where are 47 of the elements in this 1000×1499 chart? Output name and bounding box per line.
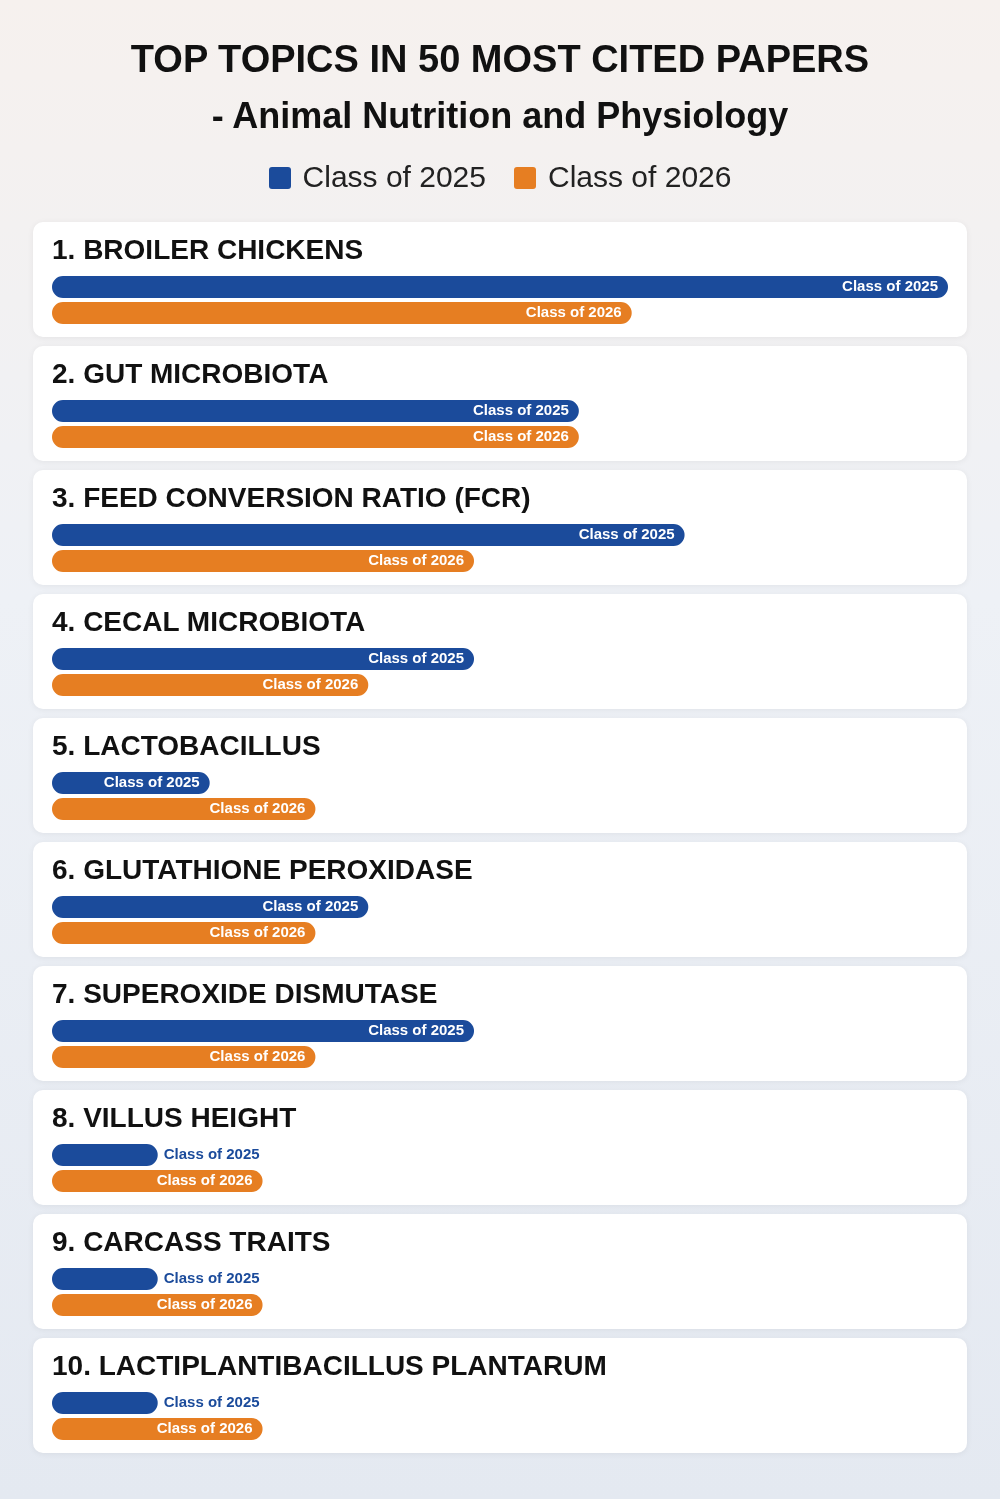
text: Class of 2026 bbox=[156, 1419, 253, 1437]
bar bbox=[52, 1392, 158, 1414]
bar bbox=[52, 674, 369, 696]
text: Class of 2025 bbox=[472, 401, 569, 419]
bar bbox=[52, 1144, 158, 1166]
legend-label: Class of 2025 bbox=[301, 160, 486, 194]
bar bbox=[52, 276, 948, 298]
text: Class of 2025 bbox=[103, 773, 200, 791]
y-tick-label: 7. SUPEROXIDE DISMUTASE bbox=[52, 977, 438, 1009]
text: Class of 2025 bbox=[163, 1269, 260, 1287]
text: Class of 2025 bbox=[368, 1021, 465, 1039]
y-tick-label: 8. VILLUS HEIGHT bbox=[52, 1101, 297, 1133]
text: Class of 2025 bbox=[842, 277, 938, 295]
text: Class of 2025 bbox=[163, 1145, 260, 1163]
chart-subtitle: - Animal Nutrition and Physiology bbox=[210, 95, 790, 137]
bar bbox=[52, 524, 685, 546]
y-tick-label: 4. CECAL MICROBIOTA bbox=[52, 605, 366, 637]
text: Class of 2026 bbox=[209, 1047, 306, 1065]
bar bbox=[52, 550, 475, 572]
y-tick-label: 3. FEED CONVERSION RATIO (FCR) bbox=[52, 481, 531, 513]
text: Class of 2026 bbox=[209, 923, 306, 941]
bar bbox=[52, 896, 369, 918]
text: Class of 2026 bbox=[525, 303, 622, 321]
text: Class of 2025 bbox=[578, 525, 675, 543]
y-tick-label: 10. LACTIPLANTIBACILLUS PLANTARUM bbox=[52, 1349, 607, 1381]
text: Class of 2026 bbox=[156, 1171, 253, 1189]
bar bbox=[52, 648, 475, 670]
y-tick-label: 1. BROILER CHICKENS bbox=[52, 233, 364, 265]
bar bbox=[52, 400, 579, 422]
y-tick-label: 6. GLUTATHIONE PEROXIDASE bbox=[52, 853, 473, 885]
text: Class of 2025 bbox=[262, 897, 359, 915]
text: Class of 2026 bbox=[368, 551, 465, 569]
bar bbox=[52, 1268, 158, 1290]
legend-label: Class of 2026 bbox=[547, 160, 732, 194]
bar bbox=[52, 302, 632, 324]
bar bbox=[52, 1020, 475, 1042]
text: Class of 2025 bbox=[163, 1393, 260, 1411]
y-tick-label: 5. LACTOBACILLUS bbox=[52, 729, 321, 761]
text: Class of 2026 bbox=[209, 799, 306, 817]
bar bbox=[52, 426, 579, 448]
y-tick-label: 9. CARCASS TRAITS bbox=[52, 1225, 331, 1257]
text: Class of 2026 bbox=[472, 427, 569, 445]
y-tick-label: 2. GUT MICROBIOTA bbox=[52, 357, 329, 389]
text: Class of 2026 bbox=[156, 1295, 253, 1313]
text: Class of 2025 bbox=[368, 649, 465, 667]
text: Class of 2026 bbox=[262, 675, 359, 693]
chart-title: TOP TOPICS IN 50 MOST CITED PAPERS bbox=[129, 37, 871, 81]
